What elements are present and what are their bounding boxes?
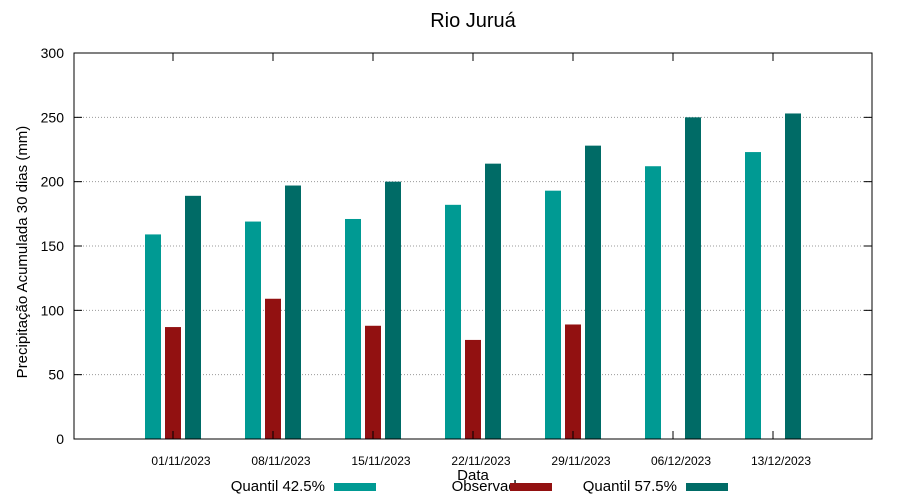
y-tick-label: 250 xyxy=(41,109,65,125)
bar-observado-0 xyxy=(165,327,181,439)
y-tick-label: 0 xyxy=(56,431,64,447)
bar-quantil-42-5--2 xyxy=(345,218,361,439)
legend-swatch xyxy=(686,483,728,491)
bar-observado-3 xyxy=(465,339,481,439)
bar-quantil-42-5--1 xyxy=(245,221,261,439)
bars xyxy=(145,113,801,440)
bar-quantil-57-5--1 xyxy=(285,185,301,439)
y-tick-label: 50 xyxy=(48,367,64,383)
bar-quantil-42-5--3 xyxy=(445,204,461,439)
legend-swatch xyxy=(334,483,376,491)
bar-quantil-57-5--2 xyxy=(385,181,401,439)
bar-quantil-57-5--4 xyxy=(585,145,601,439)
x-tick-label: 08/11/2023 xyxy=(251,454,310,468)
bar-quantil-42-5--0 xyxy=(145,234,161,439)
legend-label: Quantil 57.5% xyxy=(583,478,677,495)
legend: Quantil 42.5% Observado Quantil 57.5% xyxy=(231,478,728,495)
y-tick-label: 300 xyxy=(41,45,65,61)
bar-quantil-42-5--5 xyxy=(645,166,661,439)
legend-label: Quantil 42.5% xyxy=(231,478,325,495)
y-tick-label: 150 xyxy=(41,238,65,254)
bar-quantil-57-5--0 xyxy=(185,195,201,439)
bar-observado-2 xyxy=(365,325,381,439)
x-axis-label: Data xyxy=(457,467,489,484)
bar-quantil-57-5--5 xyxy=(685,117,701,439)
y-axis: 0 50 100 150 200 250 300 xyxy=(41,45,872,447)
legend-label: Observado xyxy=(452,478,525,495)
y-tick-label: 100 xyxy=(41,302,65,318)
chart-title: Rio Juruá xyxy=(430,10,516,32)
x-tick-label: 06/12/2023 xyxy=(651,454,711,468)
y-tick-label: 200 xyxy=(41,174,65,190)
bar-observado-1 xyxy=(265,298,281,439)
x-tick-label: 29/11/2023 xyxy=(551,454,610,468)
bar-quantil-57-5--6 xyxy=(785,113,801,440)
x-tick-label: 22/11/2023 xyxy=(451,454,510,468)
x-tick-label: 13/12/2023 xyxy=(751,454,811,468)
bar-quantil-57-5--3 xyxy=(485,163,501,440)
legend-swatch xyxy=(510,483,552,491)
bar-quantil-42-5--6 xyxy=(745,152,761,439)
bar-observado-4 xyxy=(565,324,581,439)
x-tick-label: 15/11/2023 xyxy=(351,454,410,468)
x-tick-label: 01/11/2023 xyxy=(151,454,210,468)
x-axis: 01/11/2023 08/11/2023 15/11/2023 22/11/2023… xyxy=(151,53,811,468)
bar-quantil-42-5--4 xyxy=(545,190,561,439)
y-axis-label: Precipitação Acumulada 30 dias (mm) xyxy=(14,126,31,379)
